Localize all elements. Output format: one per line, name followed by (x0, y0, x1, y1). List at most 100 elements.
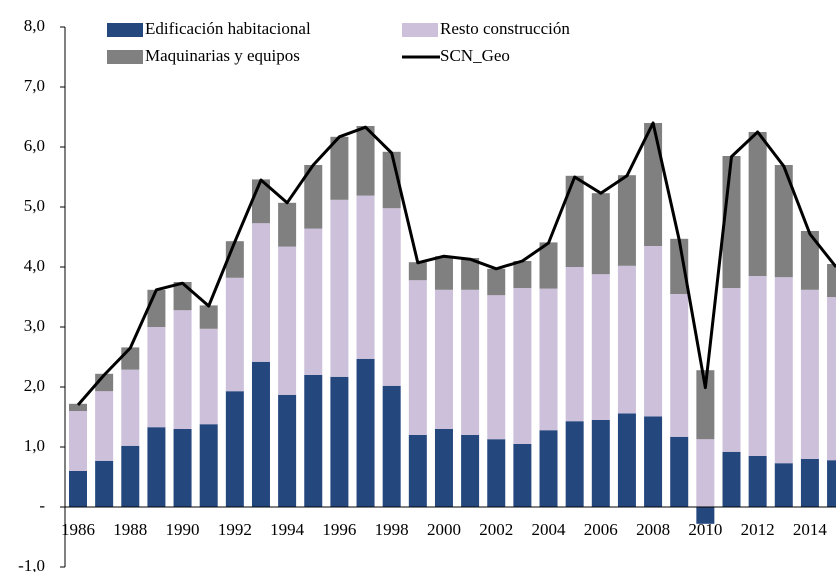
bar (147, 289, 166, 327)
bar (304, 375, 323, 507)
legend-swatch (107, 50, 143, 64)
y-tick-label: 7,0 (24, 76, 45, 95)
bar (173, 310, 192, 429)
bar (434, 256, 453, 290)
bar (539, 242, 558, 289)
bar (461, 435, 480, 507)
bar (382, 385, 401, 507)
x-tick-label: 1994 (270, 520, 305, 539)
bar (670, 436, 689, 507)
bar (121, 369, 140, 446)
line (76, 121, 836, 406)
bar (95, 460, 114, 507)
legend-swatch (107, 23, 143, 37)
legend-label: SCN_Geo (440, 46, 510, 65)
y-tick-label: - (39, 496, 45, 515)
bar (434, 429, 453, 507)
legend-swatch (402, 23, 438, 37)
y-tick-label: 5,0 (24, 196, 45, 215)
x-tick-label: 1998 (375, 520, 409, 539)
bar (461, 289, 480, 435)
x-tick-label: 1988 (113, 520, 147, 539)
bar (591, 274, 610, 420)
bar (304, 165, 323, 229)
bar (225, 391, 244, 507)
bar (461, 258, 480, 290)
y-tick-label: 1,0 (24, 436, 45, 455)
bar (774, 463, 793, 507)
bar (69, 411, 87, 471)
bar (199, 328, 218, 425)
y-tick-label: 4,0 (24, 256, 45, 275)
bar (827, 297, 836, 461)
bar (644, 416, 663, 507)
bar (121, 347, 140, 370)
bar (827, 460, 836, 507)
bar (487, 439, 506, 507)
bar (121, 445, 140, 507)
bar (513, 288, 532, 444)
bar (278, 394, 297, 507)
bar (827, 264, 836, 297)
bar (800, 459, 819, 507)
bar (644, 246, 663, 417)
bar (774, 277, 793, 464)
x-tick-label: 2012 (741, 520, 775, 539)
bar (487, 295, 506, 440)
bar (382, 208, 401, 386)
bar (251, 223, 270, 362)
bar (199, 305, 218, 329)
bar (748, 132, 767, 276)
bar (513, 444, 532, 507)
legend-label: Resto construcción (440, 19, 570, 38)
bar (408, 262, 427, 281)
x-tick-label: 2006 (584, 520, 618, 539)
bar (330, 376, 349, 507)
x-tick-label: 2010 (688, 520, 722, 539)
y-tick-label: -1,0 (18, 556, 45, 572)
bar (617, 175, 636, 266)
bar (330, 136, 349, 200)
bar (617, 265, 636, 414)
bar (173, 429, 192, 507)
bar (95, 391, 114, 461)
bar (356, 126, 375, 196)
y-tick-label: 6,0 (24, 136, 45, 155)
bar (591, 193, 610, 275)
bar (696, 370, 715, 440)
bar (408, 280, 427, 435)
bar (565, 267, 584, 422)
bar (591, 420, 610, 507)
bar (356, 195, 375, 359)
bar (487, 268, 506, 296)
bar (147, 427, 166, 507)
bar (225, 277, 244, 392)
bar (644, 123, 663, 246)
bar (278, 202, 297, 247)
bar (251, 361, 270, 507)
bar (722, 451, 741, 507)
bar (696, 439, 715, 507)
bar (356, 358, 375, 507)
bar (565, 421, 584, 507)
bar (539, 430, 558, 507)
x-tick-label: 1986 (61, 520, 95, 539)
x-tick-label: 1992 (218, 520, 252, 539)
x-tick-label: 2008 (636, 520, 670, 539)
bar (800, 231, 819, 290)
bar (670, 294, 689, 437)
x-tick-label: 2014 (793, 520, 828, 539)
bar (147, 327, 166, 428)
bar (539, 288, 558, 431)
x-tick-label: 2000 (427, 520, 461, 539)
y-tick-label: 2,0 (24, 376, 45, 395)
bar (513, 261, 532, 288)
bar (330, 199, 349, 377)
bar (748, 276, 767, 456)
bar (565, 175, 584, 267)
bar (722, 288, 741, 452)
bar (69, 403, 87, 411)
bar (408, 435, 427, 507)
x-tick-label: 2002 (479, 520, 513, 539)
